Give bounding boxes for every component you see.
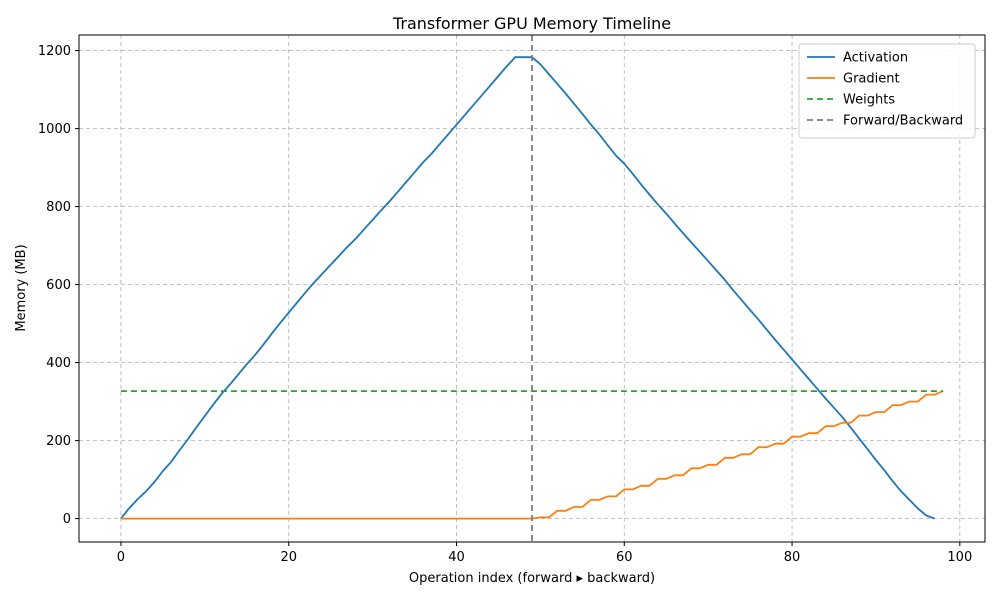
x-tick-label: 40 (448, 550, 465, 565)
y-tick-label: 0 (63, 512, 71, 527)
x-tick-label: 0 (117, 550, 125, 565)
y-tick-label: 400 (46, 356, 71, 371)
series-layer (120, 35, 944, 542)
y-axis-label: Memory (MB) (14, 244, 29, 331)
plot-frame (78, 34, 986, 543)
legend-label: Gradient (843, 72, 900, 87)
y-tick-label: 1000 (38, 122, 71, 137)
y-tick-label: 1200 (38, 44, 71, 59)
y-tick-label: 200 (46, 434, 71, 449)
x-axis-label: Operation index (forward ▸ backward) (409, 571, 655, 586)
legend-label: Weights (843, 93, 895, 108)
x-tick-label: 20 (280, 550, 297, 565)
legend: Activation Gradient Weights Forward/Backwar… (798, 43, 976, 139)
series-activation-line (120, 56, 936, 520)
y-tick-label: 800 (46, 200, 71, 215)
legend-label: Forward/Backward (843, 114, 963, 129)
x-tick-label: 80 (784, 550, 801, 565)
legend-box (798, 43, 976, 139)
x-tick-label: 60 (616, 550, 633, 565)
legend-label: Activation (843, 51, 908, 66)
y-tick-label: 600 (46, 278, 71, 293)
y-axis-ticks: 0 200 400 600 800 1000 1200 (38, 44, 79, 527)
x-tick-label: 100 (947, 550, 972, 565)
chart-title: Transformer GPU Memory Timeline (392, 14, 671, 33)
series-gradient-line (120, 390, 944, 520)
x-axis-ticks: 0 20 40 60 80 100 (117, 542, 972, 565)
